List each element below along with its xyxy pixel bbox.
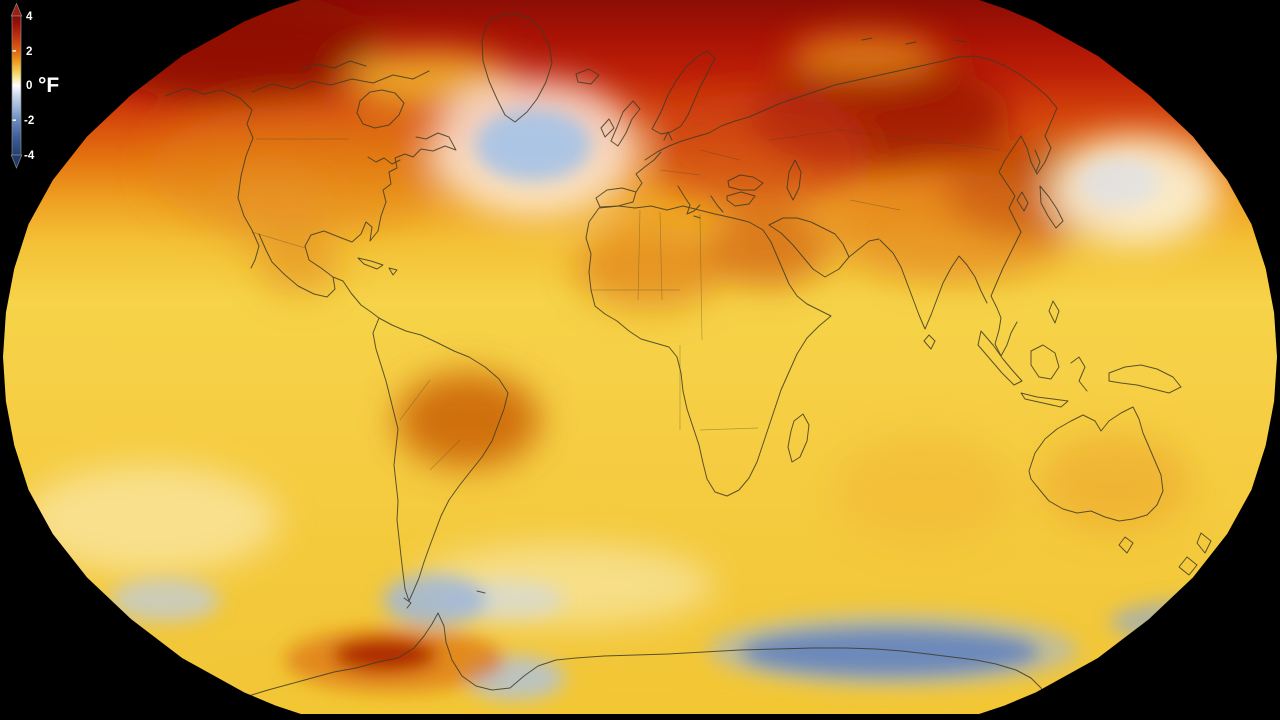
colorbar-tick-marks: [12, 50, 16, 121]
tick-label-plus4: 4: [26, 11, 33, 23]
feature-indian-ocean-warm-patch: [835, 435, 1015, 545]
colorbar-unit-label: °F: [38, 74, 59, 97]
feature-arctic-bright-gap-barents: [790, 33, 940, 77]
coast-asia: [748, 37, 1064, 357]
coast-antarctica: [244, 612, 1046, 699]
feature-us-west-orange: [215, 165, 325, 255]
coast-greenland-iceland: [481, 12, 600, 123]
coast-north-america: [164, 60, 457, 319]
feature-south-pacific-cream: [20, 465, 280, 575]
country-borders: [251, 129, 1001, 471]
coast-europe: [595, 50, 802, 219]
feature-arabia-orange: [706, 210, 830, 286]
tick-label-plus2: 2: [26, 46, 32, 58]
feature-far-right-blue: [1110, 600, 1277, 644]
tick-label-minus4: -4: [24, 150, 35, 162]
feature-antarctic-blue-band: [740, 628, 1040, 676]
colorbar-up-arrow-icon: [10, 2, 23, 17]
feature-pacific-blue-tinge: [1080, 158, 1160, 206]
colorbar-down-arrow-icon: [10, 154, 23, 169]
feature-east-europe-red: [650, 92, 870, 208]
feature-sahara-orange: [575, 226, 725, 310]
coast-south-america: [357, 257, 509, 609]
tick-label-minus2: -2: [24, 115, 34, 127]
coast-africa: [585, 205, 832, 497]
coast-southeast-asia: [977, 300, 1182, 408]
tick-mark-zero: [12, 84, 16, 87]
feature-central-asia-orange: [830, 173, 1070, 283]
anomaly-fields-large: [20, 0, 1220, 714]
feature-north-atlantic-cold-blob: [475, 109, 591, 181]
feature-left-edge-blue: [110, 578, 220, 622]
feature-blue-below-south-america: [383, 574, 487, 626]
tick-mark-plus2: [12, 50, 16, 52]
tick-mark-minus2: [12, 119, 16, 121]
coastlines: [164, 12, 1212, 699]
feature-mexico-orange: [258, 235, 342, 295]
colorbar: 4 2 0 -2 -4 °F: [10, 2, 59, 169]
feature-antarctic-peninsula-red: [333, 639, 437, 671]
coast-australia-nz: [1028, 406, 1212, 576]
feature-australia-orange: [1040, 435, 1190, 531]
feature-antarctica-bottom-yellow: [220, 679, 1060, 714]
colorbar-tick-labels: 4 2 0 -2 -4: [24, 11, 35, 162]
feature-brazil-dark-orange: [396, 372, 540, 468]
border-lines: [251, 129, 1001, 471]
tick-label-zero: 0: [26, 80, 32, 92]
